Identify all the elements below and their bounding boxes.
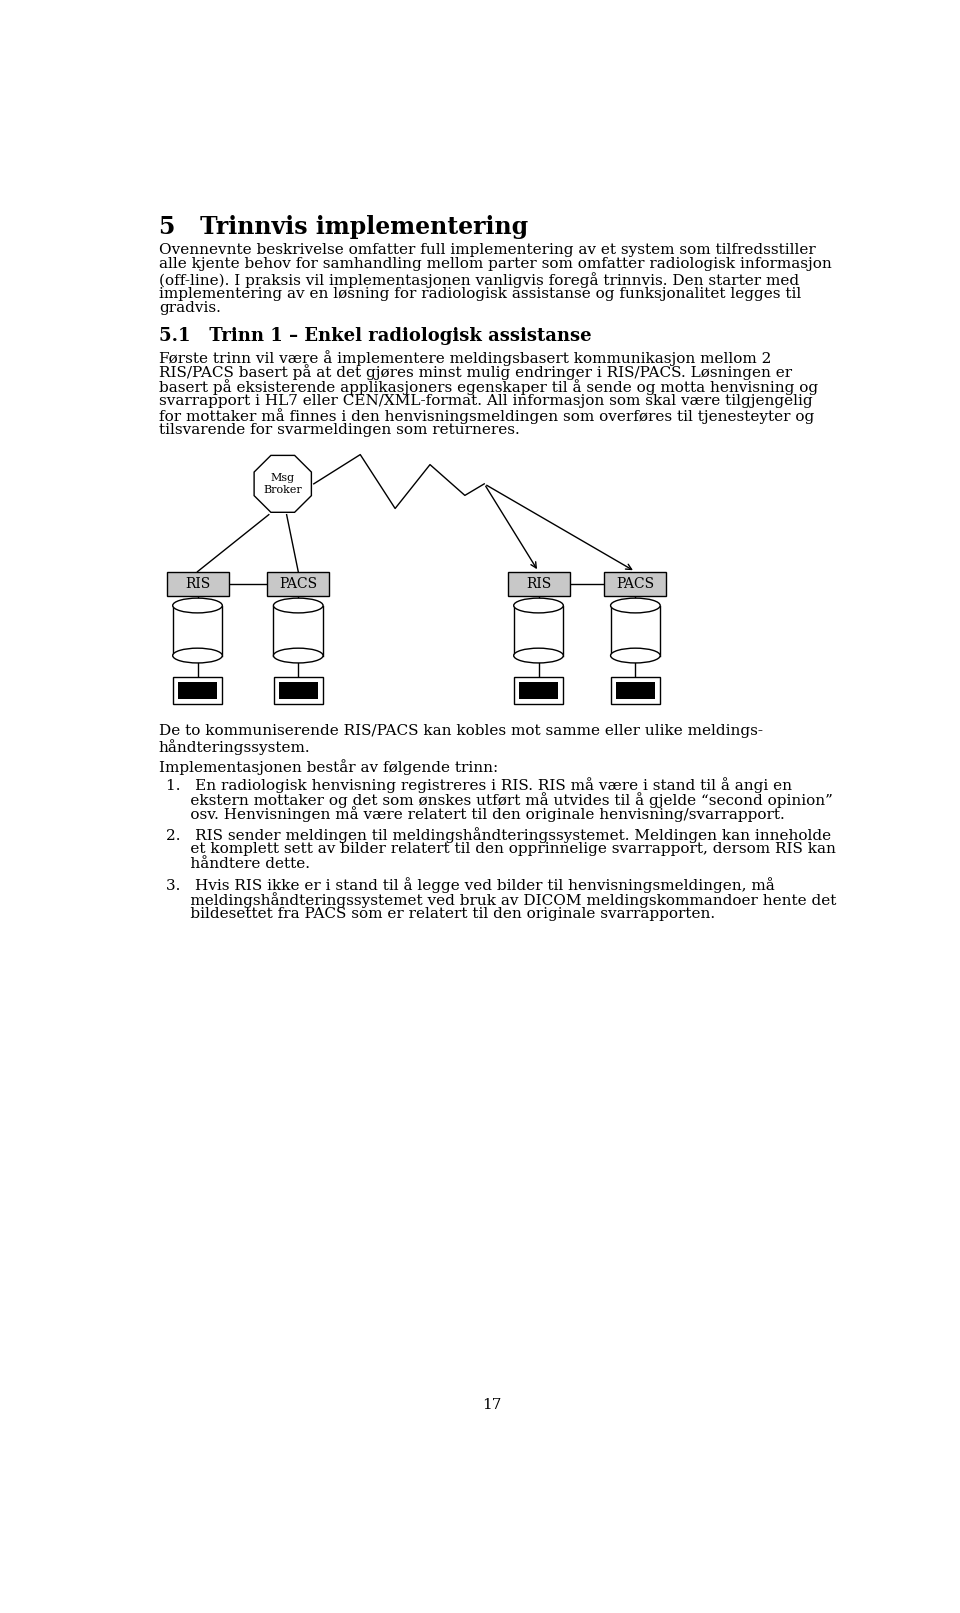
Ellipse shape bbox=[514, 598, 564, 613]
Ellipse shape bbox=[611, 648, 660, 663]
Text: Ovennevnte beskrivelse omfatter full implementering av et system som tilfredssti: Ovennevnte beskrivelse omfatter full imp… bbox=[158, 244, 815, 256]
FancyBboxPatch shape bbox=[166, 571, 228, 597]
Text: bildesettet fra PACS som er relatert til den originale svarrapporten.: bildesettet fra PACS som er relatert til… bbox=[166, 907, 715, 921]
Text: håndteringssystem.: håndteringssystem. bbox=[158, 739, 310, 755]
Ellipse shape bbox=[173, 648, 223, 663]
Text: Første trinn vil være å implementere meldingsbasert kommunikasjon mellom 2: Første trinn vil være å implementere mel… bbox=[158, 350, 771, 366]
Text: alle kjente behov for samhandling mellom parter som omfatter radiologisk informa: alle kjente behov for samhandling mellom… bbox=[158, 258, 831, 271]
Ellipse shape bbox=[173, 598, 223, 613]
FancyBboxPatch shape bbox=[274, 605, 324, 655]
Text: Msg
Broker: Msg Broker bbox=[263, 473, 302, 495]
Text: PACS: PACS bbox=[616, 577, 655, 590]
Text: RIS/PACS basert på at det gjøres minst mulig endringer i RIS/PACS. Løsningen er: RIS/PACS basert på at det gjøres minst m… bbox=[158, 365, 792, 381]
Text: 5.1   Trinn 1 – Enkel radiologisk assistanse: 5.1 Trinn 1 – Enkel radiologisk assistan… bbox=[158, 327, 591, 345]
FancyBboxPatch shape bbox=[616, 682, 655, 700]
Text: RIS: RIS bbox=[526, 577, 551, 590]
Text: osv. Henvisningen må være relatert til den originale henvisning/svarrapport.: osv. Henvisningen må være relatert til d… bbox=[166, 806, 785, 823]
FancyBboxPatch shape bbox=[267, 571, 329, 597]
Text: svarrapport i HL7 eller CEN/XML-format. All informasjon som skal være tilgjengel: svarrapport i HL7 eller CEN/XML-format. … bbox=[158, 394, 812, 408]
FancyBboxPatch shape bbox=[519, 682, 558, 700]
Ellipse shape bbox=[611, 598, 660, 613]
Text: Implementasjonen består av følgende trinn:: Implementasjonen består av følgende trin… bbox=[158, 760, 498, 776]
Text: 2.   RIS sender meldingen til meldingshåndteringssystemet. Meldingen kan innehol: 2. RIS sender meldingen til meldingshånd… bbox=[166, 827, 831, 844]
Ellipse shape bbox=[274, 648, 324, 663]
Polygon shape bbox=[254, 455, 311, 513]
Text: meldingshåndteringssystemet ved bruk av DICOM meldingskommandoer hente det: meldingshåndteringssystemet ved bruk av … bbox=[166, 892, 837, 908]
Text: ekstern mottaker og det som ønskes utført må utvides til å gjelde “second opinio: ekstern mottaker og det som ønskes utfør… bbox=[166, 792, 833, 808]
FancyBboxPatch shape bbox=[515, 677, 563, 705]
FancyBboxPatch shape bbox=[514, 605, 564, 655]
Text: gradvis.: gradvis. bbox=[158, 302, 221, 316]
Text: tilsvarende for svarmeldingen som returneres.: tilsvarende for svarmeldingen som return… bbox=[158, 423, 519, 437]
Text: 17: 17 bbox=[482, 1398, 502, 1413]
Text: for mottaker må finnes i den henvisningsmeldingen som overføres til tjenesteyter: for mottaker må finnes i den henvisnings… bbox=[158, 408, 814, 424]
Ellipse shape bbox=[514, 648, 564, 663]
Ellipse shape bbox=[274, 598, 324, 613]
Text: De to kommuniserende RIS/PACS kan kobles mot samme eller ulike meldings-: De to kommuniserende RIS/PACS kan kobles… bbox=[158, 724, 763, 739]
Text: et komplett sett av bilder relatert til den opprinnelige svarrapport, dersom RIS: et komplett sett av bilder relatert til … bbox=[166, 842, 836, 857]
FancyBboxPatch shape bbox=[173, 677, 222, 705]
Text: basert på eksisterende applikasjoners egenskaper til å sende og motta henvisning: basert på eksisterende applikasjoners eg… bbox=[158, 379, 818, 395]
Text: 1.   En radiologisk henvisning registreres i RIS. RIS må være i stand til å angi: 1. En radiologisk henvisning registreres… bbox=[166, 777, 793, 794]
Text: håndtere dette.: håndtere dette. bbox=[166, 857, 310, 871]
Text: PACS: PACS bbox=[279, 577, 318, 590]
FancyBboxPatch shape bbox=[611, 605, 660, 655]
FancyBboxPatch shape bbox=[179, 682, 217, 700]
FancyBboxPatch shape bbox=[278, 682, 318, 700]
FancyBboxPatch shape bbox=[605, 571, 666, 597]
Text: 3.   Hvis RIS ikke er i stand til å legge ved bilder til henvisningsmeldingen, m: 3. Hvis RIS ikke er i stand til å legge … bbox=[166, 877, 776, 894]
Text: 5   Trinnvis implementering: 5 Trinnvis implementering bbox=[158, 215, 528, 239]
Text: (off-line). I praksis vil implementasjonen vanligvis foregå trinnvis. Den starte: (off-line). I praksis vil implementasjon… bbox=[158, 273, 799, 289]
Text: RIS: RIS bbox=[185, 577, 210, 590]
FancyBboxPatch shape bbox=[173, 605, 223, 655]
FancyBboxPatch shape bbox=[274, 677, 323, 705]
Text: implementering av en løsning for radiologisk assistanse og funksjonalitet legges: implementering av en løsning for radiolo… bbox=[158, 287, 801, 300]
FancyBboxPatch shape bbox=[611, 677, 660, 705]
FancyBboxPatch shape bbox=[508, 571, 569, 597]
